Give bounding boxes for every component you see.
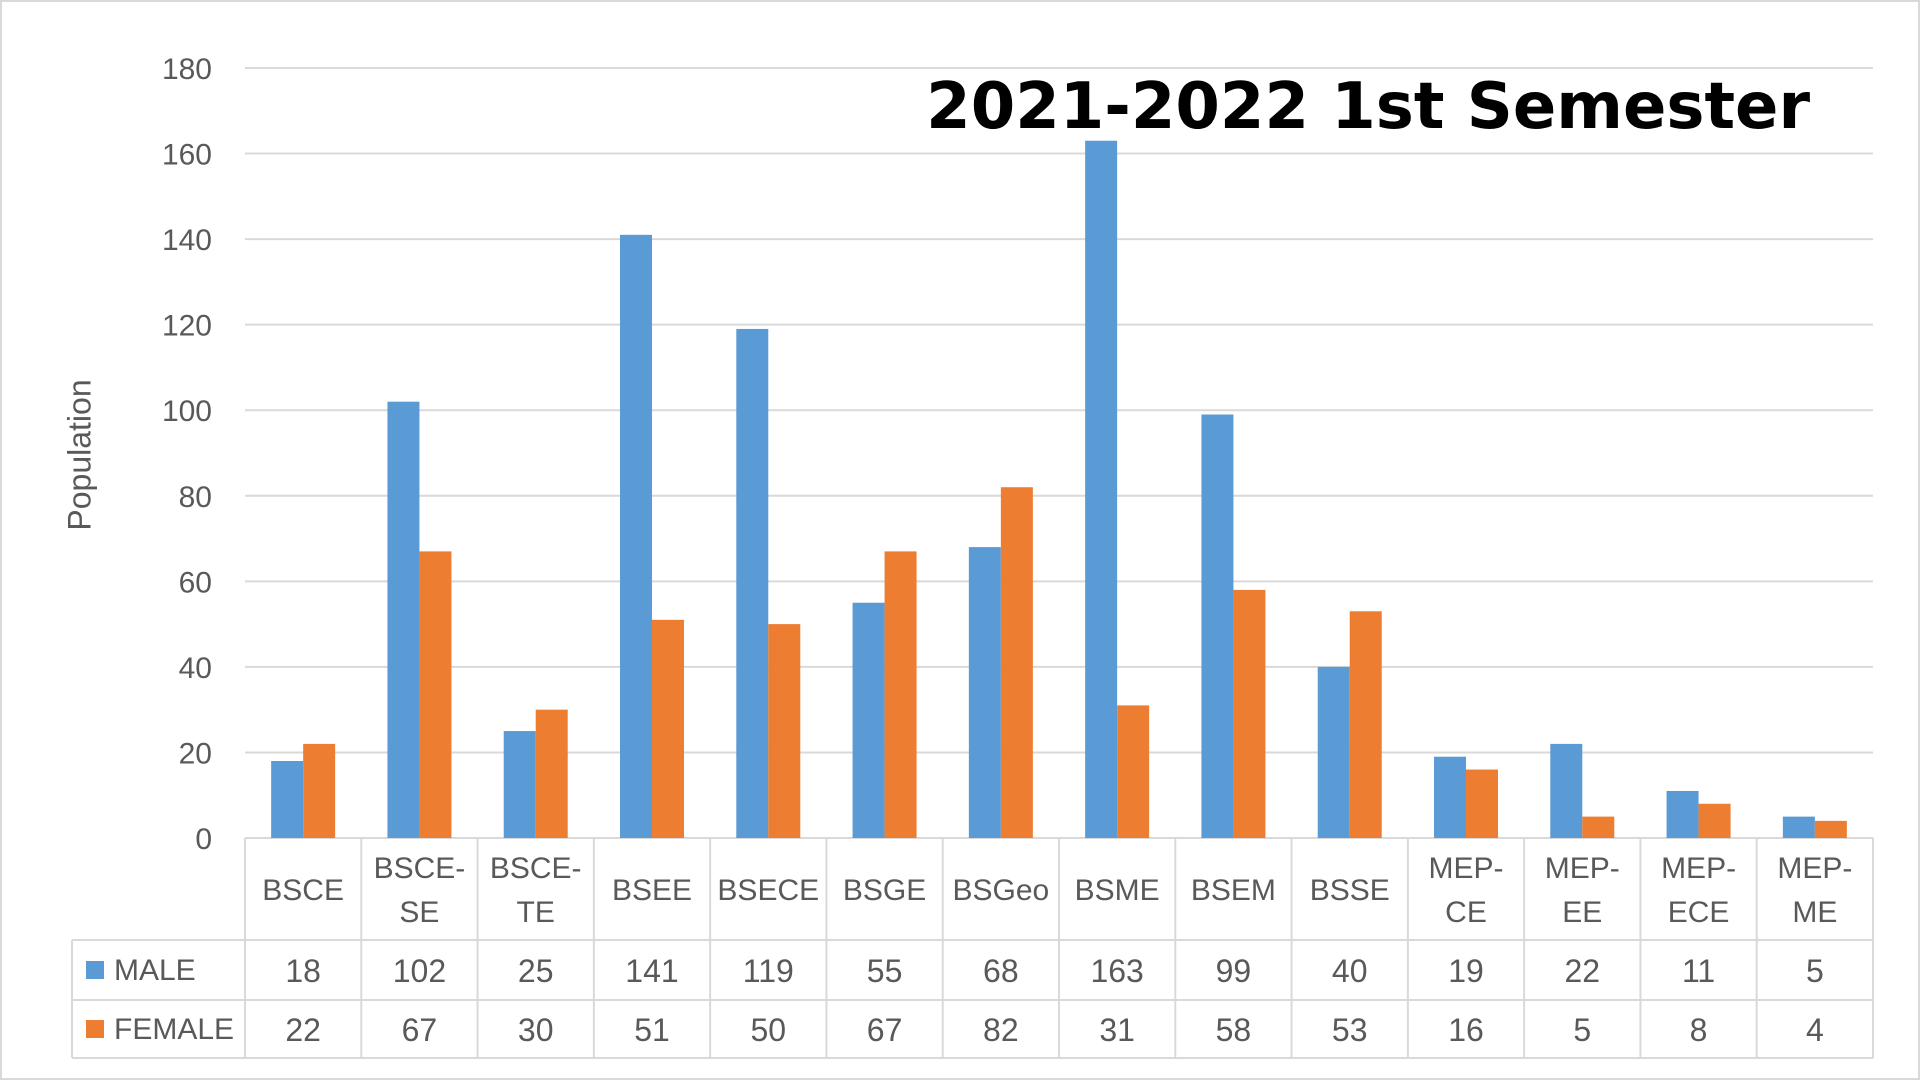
y-axis-label: Population bbox=[61, 379, 98, 531]
category-label: MEP-CE bbox=[1429, 852, 1504, 929]
legend-label-male: MALE bbox=[114, 954, 196, 987]
category-label: BSEE bbox=[612, 874, 692, 907]
table-value-male: 119 bbox=[743, 953, 794, 989]
bar-male bbox=[620, 234, 652, 839]
legend-label-female: FEMALE bbox=[114, 1013, 234, 1046]
table-value-female: 31 bbox=[1099, 1012, 1135, 1048]
table-value-male: 19 bbox=[1448, 953, 1484, 989]
bar-female bbox=[1698, 803, 1731, 838]
category-label: MEP-ECE bbox=[1661, 852, 1736, 929]
y-tick-label: 100 bbox=[162, 395, 212, 428]
y-tick-label: 180 bbox=[162, 53, 212, 86]
legend-swatch-male bbox=[86, 961, 104, 979]
table-value-male: 102 bbox=[393, 953, 446, 989]
bar-male bbox=[1085, 140, 1118, 838]
bar-female bbox=[1814, 820, 1847, 838]
table-value-female: 53 bbox=[1332, 1012, 1368, 1048]
y-tick-label: 20 bbox=[179, 737, 212, 770]
legend-swatch-female bbox=[86, 1020, 104, 1038]
bar-female bbox=[1466, 769, 1498, 838]
y-tick-label: 120 bbox=[162, 310, 212, 343]
bar-male bbox=[1317, 666, 1350, 838]
bar-male bbox=[1666, 790, 1699, 838]
table-value-female: 51 bbox=[634, 1012, 670, 1048]
bar-female bbox=[1117, 705, 1150, 838]
table-value-female: 67 bbox=[867, 1012, 903, 1048]
bar-male bbox=[503, 731, 536, 838]
table-value-male: 22 bbox=[1564, 953, 1600, 989]
bar-male bbox=[736, 328, 769, 838]
table-value-male: 99 bbox=[1216, 953, 1252, 989]
bar-female bbox=[1582, 816, 1615, 838]
bar-female bbox=[419, 551, 452, 838]
category-label: BSGE bbox=[843, 874, 926, 907]
table-value-female: 67 bbox=[402, 1012, 438, 1048]
y-tick-label: 80 bbox=[179, 481, 212, 514]
bar-male bbox=[1201, 414, 1234, 838]
category-label: BSME bbox=[1075, 874, 1160, 907]
category-label: BSGeo bbox=[952, 874, 1049, 907]
category-label: MEP-EE bbox=[1545, 852, 1620, 929]
table-value-female: 4 bbox=[1806, 1012, 1824, 1048]
table-value-male: 18 bbox=[285, 953, 321, 989]
bar-female bbox=[535, 709, 568, 838]
bar-female bbox=[1233, 589, 1266, 838]
table-value-female: 82 bbox=[983, 1012, 1019, 1048]
y-tick-label: 140 bbox=[162, 224, 212, 257]
bar-female bbox=[1000, 487, 1033, 838]
table-value-male: 11 bbox=[1682, 953, 1715, 989]
bar-male bbox=[271, 761, 304, 838]
table-value-male: 68 bbox=[983, 953, 1019, 989]
bar-female bbox=[768, 624, 801, 838]
table-value-male: 5 bbox=[1806, 953, 1824, 989]
bar-male bbox=[852, 602, 885, 838]
table-value-female: 22 bbox=[285, 1012, 321, 1048]
chart-title: 2021-2022 1st Semester bbox=[926, 70, 1810, 144]
category-label: BSCE-TE bbox=[490, 852, 582, 929]
category-label: MEP-ME bbox=[1777, 852, 1852, 929]
table-value-female: 16 bbox=[1448, 1012, 1484, 1048]
category-label: BSCE-SE bbox=[374, 852, 466, 929]
table-value-male: 55 bbox=[867, 953, 903, 989]
table-value-female: 50 bbox=[750, 1012, 786, 1048]
category-label: BSECE bbox=[717, 874, 819, 907]
bar-male bbox=[1434, 756, 1466, 838]
category-label: BSCE bbox=[262, 874, 344, 907]
table-value-male: 40 bbox=[1332, 953, 1368, 989]
bar-male bbox=[1550, 743, 1583, 838]
table-value-male: 141 bbox=[625, 953, 678, 989]
category-label: BSSE bbox=[1310, 874, 1390, 907]
table-value-male: 163 bbox=[1090, 953, 1143, 989]
bar-female bbox=[1349, 611, 1382, 838]
bar-male bbox=[1782, 816, 1815, 838]
y-tick-label: 160 bbox=[162, 139, 212, 172]
bar-female bbox=[884, 551, 917, 838]
table-value-female: 5 bbox=[1573, 1012, 1591, 1048]
y-tick-label: 0 bbox=[195, 823, 212, 856]
category-label: BSEM bbox=[1191, 874, 1276, 907]
bar-female bbox=[652, 619, 684, 838]
table-value-female: 30 bbox=[518, 1012, 554, 1048]
bar-male bbox=[968, 547, 1001, 838]
table-value-male: 25 bbox=[518, 953, 554, 989]
table-value-female: 58 bbox=[1216, 1012, 1252, 1048]
bar-female bbox=[303, 743, 336, 838]
y-tick-label: 60 bbox=[179, 566, 212, 599]
table-value-female: 8 bbox=[1690, 1012, 1708, 1048]
y-tick-label: 40 bbox=[179, 652, 212, 685]
bar-male bbox=[387, 401, 420, 838]
